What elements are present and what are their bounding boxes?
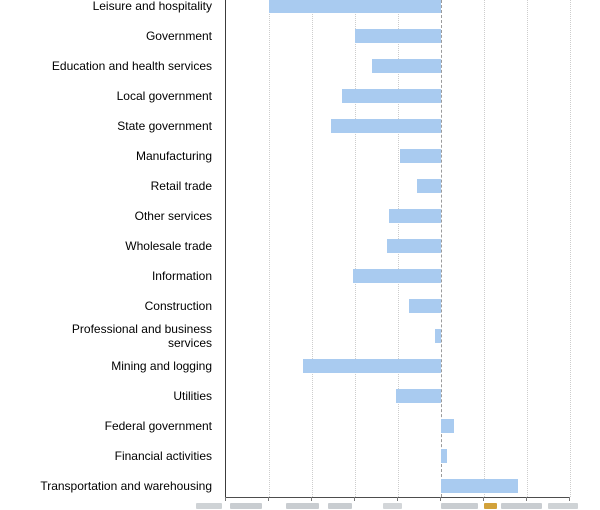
bar [355, 29, 441, 43]
bar [269, 0, 441, 13]
x-axis-tick [225, 497, 226, 501]
gridline [269, 0, 270, 497]
x-axis-tick [440, 497, 441, 501]
clipped-axis-fragment [230, 503, 262, 509]
category-axis: Leisure and hospitality Government Educati… [0, 0, 212, 510]
gridline [312, 0, 313, 497]
clipped-axis-fragment [328, 503, 352, 509]
category-label: Mining and logging [111, 359, 212, 373]
bar [408, 299, 441, 313]
bar [417, 179, 441, 193]
bar [441, 449, 448, 463]
category-label: Federal government [104, 419, 212, 433]
gridline [355, 0, 356, 497]
bar [441, 479, 519, 493]
bar [372, 59, 441, 73]
clipped-axis-fragment [196, 503, 222, 509]
category-label: Wholesale trade [125, 239, 212, 253]
bar [352, 269, 441, 283]
x-axis-tick [526, 497, 527, 501]
x-axis-tick [268, 497, 269, 501]
clipped-axis-fragment [501, 503, 542, 509]
bar [303, 359, 441, 373]
x-axis-tick [354, 497, 355, 501]
category-label: Construction [144, 299, 212, 313]
category-label: Education and health services [51, 59, 212, 73]
x-axis-tick [569, 497, 570, 501]
bar [389, 209, 441, 223]
category-label: Professional and business services [71, 322, 212, 350]
category-label: State government [117, 119, 212, 133]
clipped-axis-fragment [441, 503, 478, 509]
gridline [570, 0, 571, 497]
bar [441, 419, 454, 433]
category-label: Utilities [173, 389, 212, 403]
category-label: Local government [116, 89, 212, 103]
category-label: Retail trade [150, 179, 212, 193]
bar [395, 389, 441, 403]
category-label: Government [145, 29, 212, 43]
category-label: Leisure and hospitality [92, 0, 212, 13]
x-axis-tick [483, 497, 484, 501]
bar [434, 329, 441, 343]
zero-line [441, 0, 442, 497]
x-axis-tick [311, 497, 312, 501]
bar [387, 239, 441, 253]
clipped-axis-fragment [383, 503, 402, 509]
bar [342, 89, 441, 103]
clipped-axis-fragment [548, 503, 578, 509]
category-label: Manufacturing [135, 149, 212, 163]
category-label: Transportation and warehousing [40, 479, 212, 493]
category-label: Information [151, 269, 212, 283]
plot-area [225, 0, 571, 498]
gridline [484, 0, 485, 497]
clipped-axis-fragment [286, 503, 319, 509]
category-label: Financial activities [114, 449, 212, 463]
category-label: Other services [134, 209, 212, 223]
clipped-axis-fragment-accent [484, 503, 497, 509]
gridline [527, 0, 528, 497]
bar [400, 149, 441, 163]
bar [331, 119, 441, 133]
x-axis-tick [397, 497, 398, 501]
